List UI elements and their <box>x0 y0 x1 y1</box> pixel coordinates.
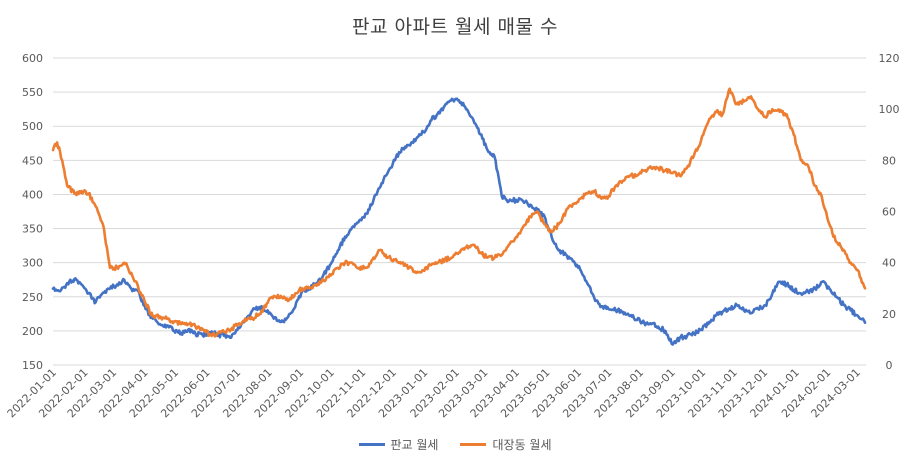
left-tick-label: 200 <box>22 325 43 338</box>
series-layer <box>51 87 867 346</box>
right-tick-label: 40 <box>882 257 896 270</box>
right-tick-label: 80 <box>882 154 896 167</box>
left-tick-label: 500 <box>22 120 43 133</box>
series-line-0 <box>51 97 867 346</box>
legend-label: 판교 월세 <box>390 438 439 452</box>
right-tick-label: 60 <box>882 206 896 219</box>
left-tick-label: 150 <box>22 359 43 372</box>
left-tick-label: 250 <box>22 291 43 304</box>
left-tick-label: 550 <box>22 86 43 99</box>
x-axis: 2022-01-012022-02-012022-03-012022-04-01… <box>5 366 863 420</box>
right-tick-label: 120 <box>879 52 900 65</box>
left-tick-label: 400 <box>22 188 43 201</box>
left-tick-label: 600 <box>22 52 43 65</box>
legend-swatch <box>460 443 487 446</box>
grid-layer <box>53 57 866 366</box>
right-axis: 0 20 40 60 80 100 120 <box>879 52 900 372</box>
left-tick-label: 450 <box>22 154 43 167</box>
legend-item: 판교 월세 <box>358 436 439 453</box>
series-line-1 <box>51 87 867 338</box>
legend-swatch <box>358 443 385 446</box>
left-tick-label: 300 <box>22 257 43 270</box>
left-axis: 150 200 250 300 350 400 450 500 550 600 <box>22 52 43 372</box>
right-tick-label: 0 <box>886 359 893 372</box>
left-tick-label: 350 <box>22 223 43 236</box>
right-tick-label: 100 <box>879 103 900 116</box>
legend: 판교 월세 대장동 월세 <box>0 436 910 453</box>
right-tick-label: 20 <box>882 308 896 321</box>
chart-title: 판교 아파트 월세 매물 수 <box>352 16 558 38</box>
legend-item: 대장동 월세 <box>460 436 552 453</box>
legend-label: 대장동 월세 <box>492 438 552 452</box>
